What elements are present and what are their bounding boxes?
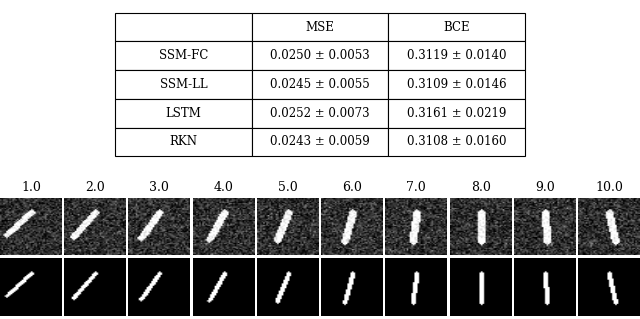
Text: 2.0: 2.0 xyxy=(85,181,105,194)
Text: 8.0: 8.0 xyxy=(470,181,490,194)
Text: 1.0: 1.0 xyxy=(21,181,41,194)
Text: 4.0: 4.0 xyxy=(214,181,234,194)
Text: 9.0: 9.0 xyxy=(535,181,555,194)
Text: 7.0: 7.0 xyxy=(406,181,426,194)
Text: 10.0: 10.0 xyxy=(595,181,623,194)
Text: 3.0: 3.0 xyxy=(150,181,170,194)
Text: 5.0: 5.0 xyxy=(278,181,298,194)
Text: 6.0: 6.0 xyxy=(342,181,362,194)
